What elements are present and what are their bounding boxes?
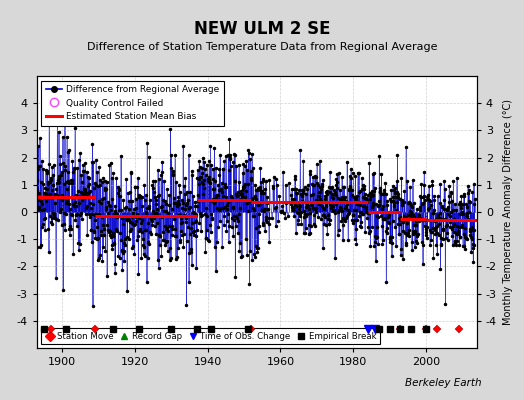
Text: Berkeley Earth: Berkeley Earth (406, 378, 482, 388)
Text: Difference of Station Temperature Data from Regional Average: Difference of Station Temperature Data f… (87, 42, 437, 52)
Y-axis label: Monthly Temperature Anomaly Difference (°C): Monthly Temperature Anomaly Difference (… (503, 99, 512, 325)
Text: NEW ULM 2 SE: NEW ULM 2 SE (194, 20, 330, 38)
Legend: Station Move, Record Gap, Time of Obs. Change, Empirical Break: Station Move, Record Gap, Time of Obs. C… (41, 328, 380, 344)
